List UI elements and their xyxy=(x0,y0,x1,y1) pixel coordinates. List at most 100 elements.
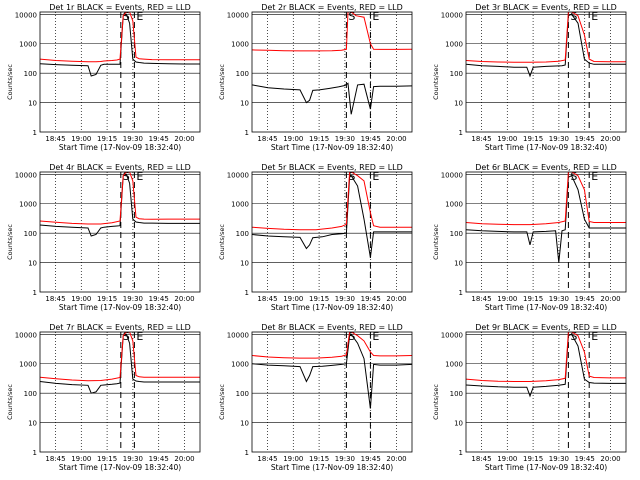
x-tick-label: 19:30 xyxy=(549,135,569,143)
panel-det-3: Det 3r BLACK = Events, RED = LLD 1 10 100 10… xyxy=(432,3,627,152)
x-tick-label: 19:30 xyxy=(123,295,143,303)
y-tick-label: 1000 xyxy=(445,361,463,369)
x-tick-label: 19:00 xyxy=(497,295,517,303)
plot-frame xyxy=(39,11,201,133)
x-tick-label: 19:00 xyxy=(283,135,303,143)
plot-frame xyxy=(465,11,627,133)
y-tick-label: 10 xyxy=(454,420,463,428)
x-tick-label: 19:45 xyxy=(575,455,595,463)
x-axis-label: Start Time (17-Nov-09 18:32:40) xyxy=(271,303,393,312)
x-tick-label: 18:45 xyxy=(257,295,277,303)
y-axis-label: Counts/sec xyxy=(432,64,440,100)
x-tick-label: 19:30 xyxy=(123,135,143,143)
x-tick-label: 18:45 xyxy=(471,455,491,463)
x-tick-label: 19:15 xyxy=(523,135,543,143)
y-tick-label: 1 xyxy=(459,449,463,457)
panel-title: Det 8r BLACK = Events, RED = LLD xyxy=(261,323,403,332)
series-line-lld xyxy=(466,172,626,226)
marker-label-s: S xyxy=(348,330,355,343)
panel-det-5: Det 5r BLACK = Events, RED = LLD 1 10 100 10… xyxy=(218,163,413,312)
series-line-lld xyxy=(466,332,626,382)
x-tick-label: 19:45 xyxy=(361,135,381,143)
y-axis-label: Counts/sec xyxy=(6,384,14,420)
x-tick-label: 20:00 xyxy=(174,455,194,463)
x-tick-label: 19:45 xyxy=(149,135,169,143)
x-tick-label: 19:45 xyxy=(149,455,169,463)
marker-label-e: E xyxy=(591,170,598,183)
y-tick-label: 100 xyxy=(450,70,463,78)
x-tick-label: 19:15 xyxy=(97,295,117,303)
y-tick-label: 1 xyxy=(459,129,463,137)
panel-det-1: Det 1r BLACK = Events, RED = LLD 1 10 100 10… xyxy=(6,3,201,152)
series-line-lld xyxy=(252,12,412,52)
marker-label-e: E xyxy=(136,10,143,23)
series-line-lld xyxy=(40,172,200,225)
panel-title: Det 3r BLACK = Events, RED = LLD xyxy=(475,3,617,12)
x-tick-label: 20:00 xyxy=(174,295,194,303)
marker-label-e: E xyxy=(591,10,598,23)
marker-label-s: S xyxy=(570,170,577,183)
y-tick-label: 100 xyxy=(450,230,463,238)
series-line-lld xyxy=(466,12,626,63)
x-tick-label: 18:45 xyxy=(257,135,277,143)
x-tick-label: 19:15 xyxy=(523,295,543,303)
panel-title: Det 6r BLACK = Events, RED = LLD xyxy=(475,163,617,172)
y-tick-label: 1 xyxy=(33,449,37,457)
x-tick-label: 19:45 xyxy=(361,295,381,303)
marker-label-e: E xyxy=(136,330,143,343)
x-tick-label: 20:00 xyxy=(386,455,406,463)
x-tick-label: 20:00 xyxy=(174,135,194,143)
panel-det-9: Det 9r BLACK = Events, RED = LLD 1 10 100 10… xyxy=(432,323,627,472)
x-tick-label: 18:45 xyxy=(45,135,65,143)
x-tick-label: 19:45 xyxy=(361,455,381,463)
plot-frame xyxy=(251,11,413,133)
y-axis-label: Counts/sec xyxy=(432,224,440,260)
x-tick-label: 19:15 xyxy=(523,455,543,463)
y-tick-label: 100 xyxy=(236,230,249,238)
series-line-events xyxy=(252,174,412,258)
series-line-lld xyxy=(252,332,412,359)
x-tick-label: 19:30 xyxy=(335,295,355,303)
y-tick-label: 10 xyxy=(28,260,37,268)
plot-frame xyxy=(39,171,201,293)
x-axis-label: Start Time (17-Nov-09 18:32:40) xyxy=(271,463,393,472)
y-tick-label: 10000 xyxy=(15,171,37,179)
y-tick-label: 1 xyxy=(33,129,37,137)
x-tick-label: 19:15 xyxy=(309,455,329,463)
panel-title: Det 4r BLACK = Events, RED = LLD xyxy=(49,163,191,172)
y-axis-label: Counts/sec xyxy=(432,384,440,420)
x-tick-label: 19:30 xyxy=(335,455,355,463)
y-axis-label: Counts/sec xyxy=(6,64,14,100)
series-line-events xyxy=(252,333,412,409)
marker-label-e: E xyxy=(591,330,598,343)
y-tick-label: 1000 xyxy=(19,41,37,49)
x-tick-label: 19:00 xyxy=(497,455,517,463)
y-tick-label: 100 xyxy=(450,390,463,398)
y-tick-label: 10000 xyxy=(227,331,249,339)
x-tick-label: 18:45 xyxy=(45,295,65,303)
marker-label-s: S xyxy=(123,330,130,343)
y-tick-label: 1000 xyxy=(19,361,37,369)
x-tick-label: 18:45 xyxy=(45,455,65,463)
x-axis-label: Start Time (17-Nov-09 18:32:40) xyxy=(485,143,607,152)
x-tick-label: 19:15 xyxy=(309,295,329,303)
x-tick-label: 19:00 xyxy=(71,455,91,463)
series-line-events xyxy=(40,173,200,237)
x-tick-label: 19:00 xyxy=(283,455,303,463)
y-tick-label: 10000 xyxy=(227,171,249,179)
panel-title: Det 1r BLACK = Events, RED = LLD xyxy=(49,3,191,12)
y-tick-label: 10 xyxy=(28,100,37,108)
plot-frame xyxy=(251,331,413,453)
series-line-events xyxy=(466,175,626,263)
x-tick-label: 19:15 xyxy=(309,135,329,143)
y-tick-label: 1000 xyxy=(19,201,37,209)
x-axis-label: Start Time (17-Nov-09 18:32:40) xyxy=(271,143,393,152)
series-line-events xyxy=(40,13,200,77)
x-tick-label: 19:30 xyxy=(123,455,143,463)
x-tick-label: 20:00 xyxy=(386,135,406,143)
y-tick-label: 1 xyxy=(245,289,249,297)
x-tick-label: 20:00 xyxy=(600,295,620,303)
marker-label-s: S xyxy=(348,10,355,23)
x-tick-label: 19:45 xyxy=(149,295,169,303)
series-line-events xyxy=(252,82,412,115)
